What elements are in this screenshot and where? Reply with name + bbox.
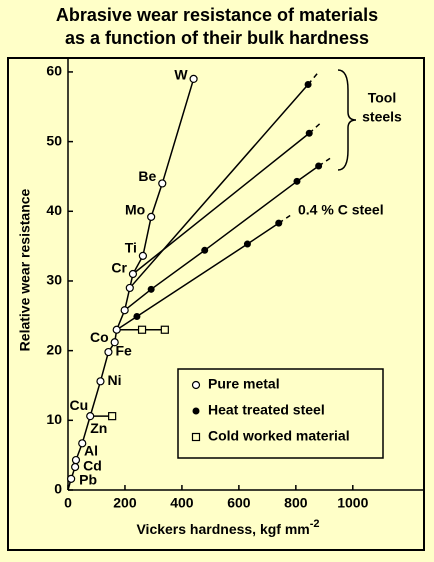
annotation: steels	[362, 109, 402, 125]
pure-metal-point	[110, 338, 119, 347]
point-label: Ni	[107, 372, 121, 388]
x-tick-label: 0	[64, 495, 72, 511]
point-label: Cr	[111, 260, 127, 276]
y-tick-label: 20	[46, 341, 62, 357]
pure-metal-point	[71, 462, 80, 472]
pure-metal-point	[125, 283, 134, 293]
point-label: Be	[138, 168, 156, 184]
pure-metal-point	[138, 251, 148, 260]
pure-metal-point	[189, 74, 198, 84]
point-label: Ti	[125, 240, 137, 256]
y-tick-label: 40	[46, 202, 62, 218]
cold-point	[137, 325, 147, 334]
y-tick-label: 30	[46, 272, 62, 288]
legend-marker	[191, 380, 201, 390]
pure-metal-point	[104, 347, 113, 357]
legend-label: Cold worked material	[208, 428, 350, 444]
steel-point	[243, 240, 251, 248]
legend	[177, 368, 384, 459]
x-axis-label-superscript: -2	[310, 518, 320, 530]
y-tick-label: 0	[54, 481, 62, 497]
steel-point	[201, 246, 209, 254]
cold-point	[160, 325, 169, 334]
pure-metal-point	[112, 325, 121, 334]
point-label: Cd	[83, 458, 102, 474]
steel-line	[116, 222, 280, 331]
y-tick-label: 60	[46, 63, 62, 79]
steel-point	[133, 313, 141, 321]
annotation: 0.4 % C steel	[298, 202, 384, 218]
point-label: Al	[84, 443, 98, 459]
steel-point	[147, 285, 155, 293]
legend-marker	[192, 407, 200, 415]
chart-title: Abrasive wear resistance of materials	[56, 5, 378, 25]
point-label: W	[174, 67, 188, 83]
pure-metal-point	[71, 455, 81, 465]
point-label: Co	[90, 329, 109, 345]
steel-point	[275, 219, 283, 227]
steel-line	[129, 83, 309, 289]
legend-label: Pure metal	[208, 376, 280, 392]
y-tick-label: 10	[46, 411, 62, 427]
point-label: Zn	[90, 420, 107, 436]
chart-subtitle: as a function of their bulk hardness	[65, 28, 369, 48]
point-label: Mo	[125, 202, 145, 218]
steel-point	[293, 177, 301, 185]
x-tick-label: 200	[113, 495, 137, 511]
x-axis-label: Vickers hardness, kgf mm-2	[136, 518, 319, 537]
pure-metal-point	[86, 412, 95, 421]
steel-line	[132, 132, 310, 275]
x-tick-label: 400	[170, 495, 194, 511]
x-axis-label-text: Vickers hardness, kgf mm	[136, 521, 309, 537]
annotation: Tool	[368, 90, 397, 106]
pure-metal-point	[128, 269, 138, 279]
point-label: Pb	[79, 472, 97, 488]
x-tick-label: 1000	[337, 495, 368, 511]
steel-point	[304, 80, 312, 88]
pure-metal-point	[158, 179, 167, 188]
point-label: Cu	[70, 397, 89, 413]
y-tick-label: 50	[46, 132, 62, 148]
legend-marker	[191, 432, 201, 442]
pure-metal-point	[120, 306, 129, 315]
pure-metal-point	[96, 377, 105, 386]
brace	[337, 69, 357, 171]
steel-point	[305, 129, 313, 137]
cold-point	[108, 412, 117, 421]
point-label: Fe	[115, 343, 132, 359]
pure-metal-point	[147, 212, 156, 221]
pure-metal-point	[78, 439, 87, 448]
pure-metal-point	[67, 474, 76, 483]
x-tick-label: 800	[284, 495, 308, 511]
y-axis-label: Relative wear resistance	[17, 188, 33, 351]
x-tick-label: 600	[227, 495, 251, 511]
legend-label: Heat treated steel	[208, 402, 325, 418]
steel-point	[315, 162, 323, 170]
